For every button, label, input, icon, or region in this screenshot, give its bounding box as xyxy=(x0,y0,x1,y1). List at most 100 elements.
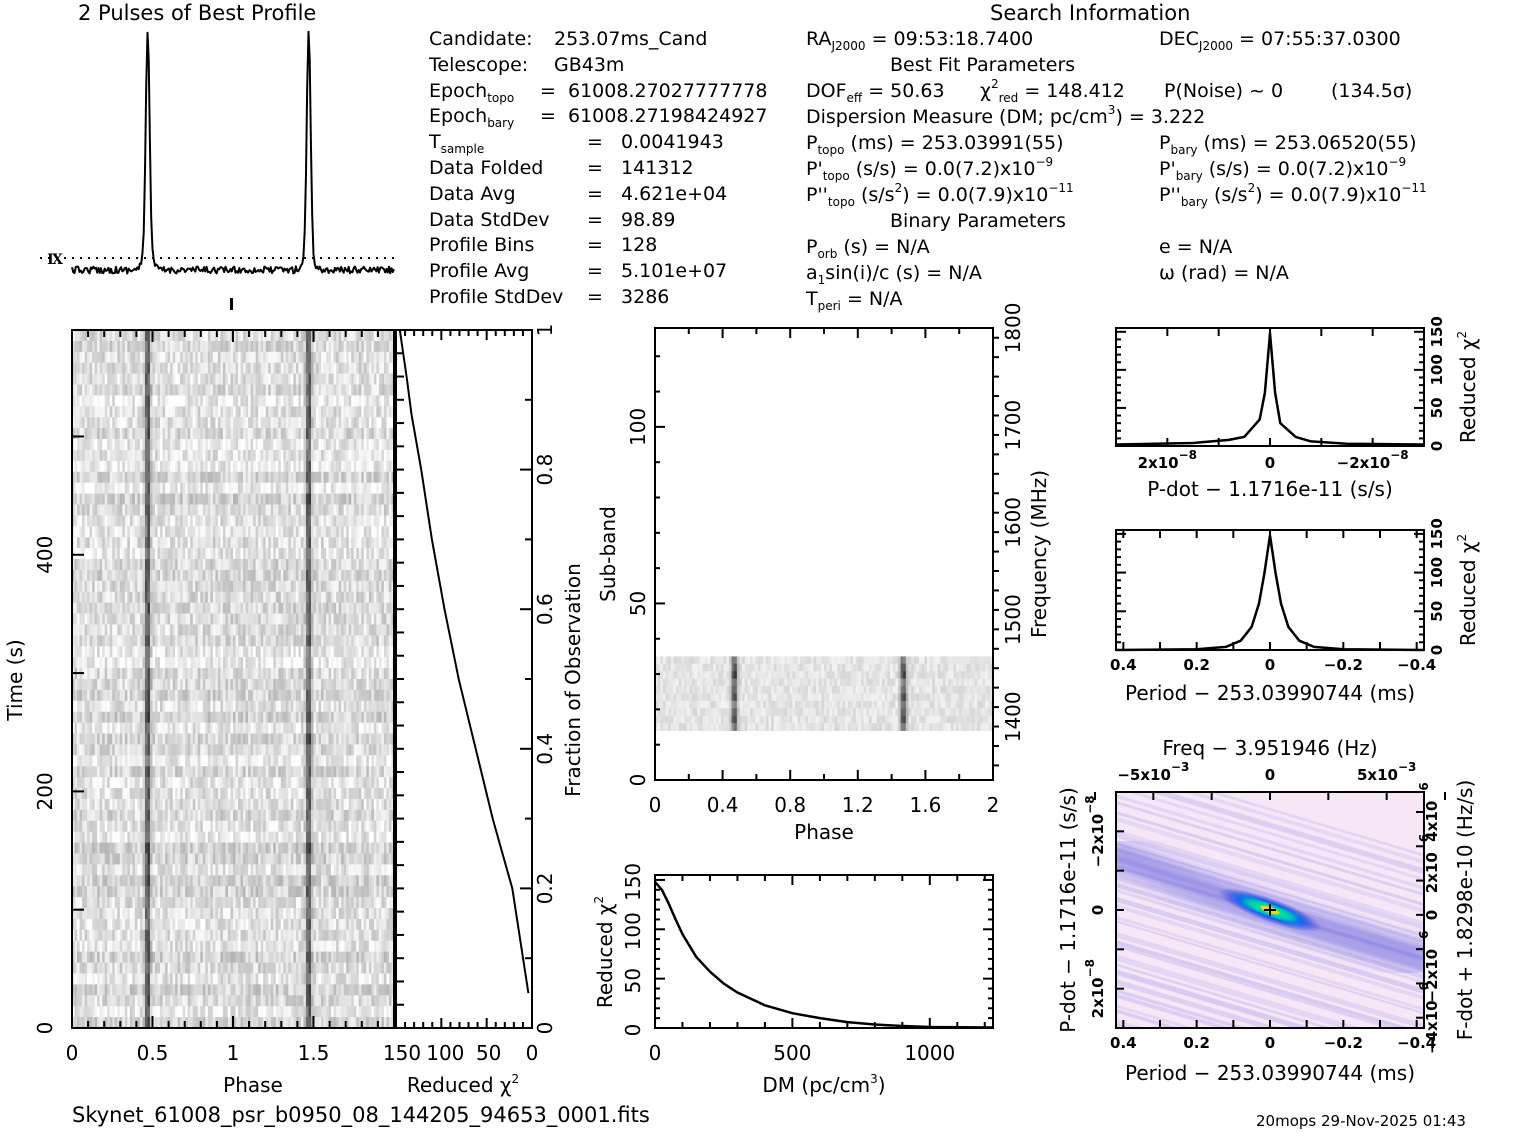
heatmap-cell xyxy=(300,460,304,473)
heatmap-cell xyxy=(253,406,257,418)
heatmap-cell xyxy=(293,548,297,560)
heatmap-cell xyxy=(326,340,329,353)
heatmap-cell xyxy=(308,439,312,451)
heatmap-cell xyxy=(341,471,345,484)
heatmap-cell xyxy=(258,515,262,527)
heatmap-cell xyxy=(142,624,146,636)
heatmap-cell xyxy=(114,679,118,691)
heatmap-cell xyxy=(230,493,234,505)
heatmap-cell xyxy=(243,449,246,462)
heatmap-cell xyxy=(238,362,241,375)
heatmap-cell xyxy=(366,515,370,527)
heatmap-cell xyxy=(79,689,83,702)
heatmap-cell xyxy=(373,340,377,353)
heatmap-cell xyxy=(129,460,133,473)
heatmap-cell xyxy=(283,330,287,342)
heatmap-cell xyxy=(363,646,367,658)
heatmap-cell xyxy=(155,406,158,418)
heatmap-cell xyxy=(346,504,350,516)
heatmap-cell xyxy=(192,362,196,375)
heatmap-cell xyxy=(152,744,156,756)
heatmap-cell xyxy=(205,580,209,593)
heatmap-cell xyxy=(84,428,88,440)
heatmap-cell xyxy=(192,330,196,342)
heatmap-cell xyxy=(114,569,118,582)
heatmap-cell xyxy=(305,340,309,353)
heatmap-cell xyxy=(386,526,390,538)
heatmap-cell xyxy=(285,417,289,429)
heatmap-cell xyxy=(333,340,337,353)
heatmap-cell xyxy=(127,482,131,494)
heatmap-cell xyxy=(144,471,148,484)
heatmap-cell xyxy=(89,624,93,636)
heatmap-cell xyxy=(137,384,141,396)
heatmap-cell xyxy=(102,515,106,527)
heatmap-cell xyxy=(84,537,88,549)
heatmap-cell xyxy=(363,580,367,593)
heatmap-cell xyxy=(386,591,390,604)
heatmap-cell xyxy=(122,417,126,429)
heatmap-cell xyxy=(313,646,317,658)
heatmap-cell xyxy=(273,668,277,680)
heatmap-cell xyxy=(102,537,106,549)
heatmap-cell xyxy=(109,580,113,593)
heatmap-cell xyxy=(185,395,189,407)
heatmap-cell xyxy=(74,700,78,713)
heatmap-cell xyxy=(300,646,304,658)
heatmap-cell xyxy=(82,515,85,527)
heatmap-cell xyxy=(230,569,234,582)
heatmap-cell xyxy=(363,460,367,473)
heatmap-cell xyxy=(318,515,322,527)
heatmap-cell xyxy=(263,657,267,669)
heatmap-cell xyxy=(353,384,357,396)
heatmap-cell xyxy=(275,406,279,418)
heatmap-cell xyxy=(253,460,257,473)
heatmap-cell xyxy=(336,395,340,407)
heatmap-cell xyxy=(318,635,322,647)
heatmap-cell xyxy=(293,580,297,593)
heatmap-cell xyxy=(107,613,111,625)
asini-field: a1sin(i)/c (s) = N/A xyxy=(806,262,982,287)
heatmap-cell xyxy=(321,362,324,375)
heatmap-cell xyxy=(368,471,372,484)
heatmap-cell xyxy=(94,624,98,636)
heatmap-cell xyxy=(308,668,312,680)
heatmap-cell xyxy=(195,406,199,418)
heatmap-cell xyxy=(89,460,93,473)
heatmap-cell xyxy=(290,362,294,375)
heatmap-cell xyxy=(240,340,244,353)
heatmap-cell xyxy=(212,493,216,505)
heatmap-cell xyxy=(182,395,186,407)
heatmap-cell xyxy=(165,515,168,527)
heatmap-cell xyxy=(363,700,367,713)
heatmap-cell xyxy=(263,526,267,538)
heatmap-cell xyxy=(112,460,116,473)
heatmap-cell xyxy=(190,351,194,364)
heatmap-cell xyxy=(170,460,174,473)
heatmap-cell xyxy=(290,417,294,429)
heatmap-cell xyxy=(298,733,302,745)
heatmap-cell xyxy=(321,515,324,527)
heatmap-cell xyxy=(104,624,108,636)
heatmap-cell xyxy=(313,722,317,734)
heatmap-cell xyxy=(248,537,252,549)
heatmap-cell xyxy=(217,351,221,364)
heatmap-cell xyxy=(192,733,196,745)
heatmap-cell xyxy=(210,591,214,604)
heatmap-cell xyxy=(331,591,335,604)
heatmap-cell xyxy=(165,744,168,756)
heatmap-cell xyxy=(283,635,287,647)
heatmap-cell xyxy=(336,559,340,571)
heatmap-cell xyxy=(303,657,307,669)
heatmap-cell xyxy=(104,504,108,516)
heatmap-cell xyxy=(386,548,390,560)
heatmap-cell xyxy=(87,580,91,593)
heatmap-cell xyxy=(258,504,262,516)
heatmap-cell xyxy=(170,602,174,614)
heatmap-cell xyxy=(356,711,360,724)
heatmap-cell xyxy=(280,406,284,418)
heatmap-cell xyxy=(371,559,375,571)
heatmap-cell xyxy=(134,395,138,407)
heatmap-cell xyxy=(82,395,85,407)
heatmap-cell xyxy=(177,679,181,691)
